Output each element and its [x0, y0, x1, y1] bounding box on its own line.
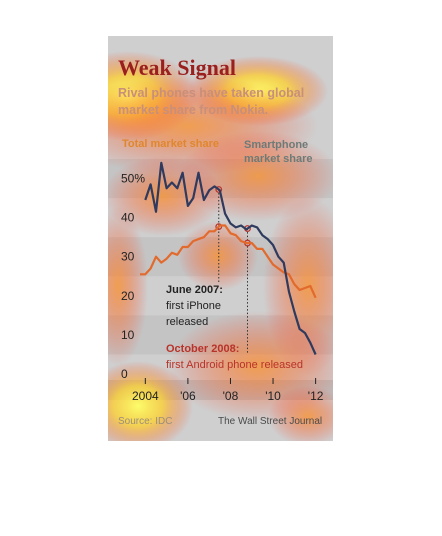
y-tick-label: 0 [121, 367, 128, 381]
heat-blob [108, 156, 223, 236]
annotation-iphone-date: June 2007: [166, 284, 223, 296]
x-tick-label: '06 [180, 389, 196, 403]
chart-subtitle-line2: market share from Nokia. [118, 103, 269, 117]
y-tick-label: 10 [121, 328, 135, 342]
series-line-smartphone-market-share [144, 161, 317, 355]
heat-blob [268, 386, 333, 441]
x-tick-label: 2004 [132, 389, 159, 403]
y-tick-label: 50% [121, 172, 145, 186]
y-tick-label: 20 [121, 289, 135, 303]
x-tick-label: '08 [223, 389, 239, 403]
annotation-iphone-text2: released [166, 316, 209, 328]
y-tick-label: 40 [121, 211, 135, 225]
chart-figure: 50% 40 30 20 10 0 2004 '06 '08 '10 '12 Weak Signa… [108, 36, 333, 441]
source-note: Source: IDC [118, 416, 173, 427]
x-tick-label: '12 [308, 389, 324, 403]
legend-total-market-share: Total market share [122, 138, 220, 150]
y-axis-ticks: 50% 40 30 20 10 0 [121, 172, 145, 381]
annotation-marker-smartphone [215, 186, 223, 193]
heat-blob [108, 206, 148, 366]
annotation-android-date: October 2008: [166, 343, 240, 355]
chart-title: Weak Signal [118, 55, 236, 80]
line-chart: 50% 40 30 20 10 0 2004 '06 '08 '10 '12 [108, 51, 333, 441]
annotation-marker-total [215, 223, 223, 231]
y-tick-label: 30 [121, 250, 135, 264]
legend-smartphone-market-share: Smartphone market share [244, 139, 313, 165]
annotation-iphone-text1: first iPhone [166, 300, 222, 312]
publisher-credit: The Wall Street Journal [218, 416, 323, 427]
series-layer [140, 161, 317, 355]
chart-subtitle-line1: Rival phones have taken global [118, 86, 305, 100]
x-axis-ticks: 2004 '06 '08 '10 '12 [132, 378, 324, 403]
annotation-android-text: first Android phone released [166, 359, 303, 371]
x-tick-label: '10 [265, 389, 281, 403]
